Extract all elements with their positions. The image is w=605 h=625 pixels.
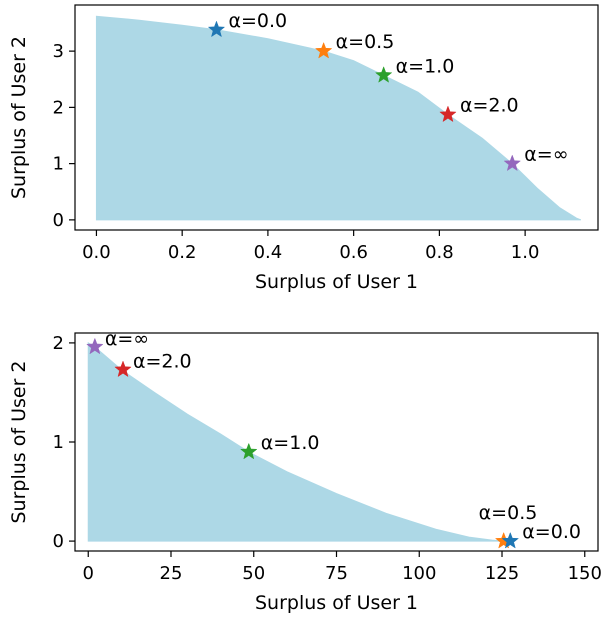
alpha-point-star-marker [114, 360, 132, 378]
y-tick-label: 0 [53, 210, 64, 231]
x-axis-label: Surplus of User 1 [255, 592, 418, 614]
x-tick-label: 0.8 [425, 242, 454, 263]
feasible-region-area [95, 15, 582, 221]
alpha-point-star-marker [503, 154, 522, 172]
y-tick-label: 1 [53, 154, 64, 175]
alpha-point-label: α=∞ [524, 144, 568, 166]
alpha-point-label: α=0.5 [479, 502, 538, 524]
alpha-point-label: α=2.0 [133, 351, 192, 373]
x-axis-label: Surplus of User 1 [255, 271, 418, 293]
y-tick-label: 2 [53, 97, 64, 118]
x-tick-label: 0.2 [168, 242, 197, 263]
alpha-point-label: α=0.0 [522, 521, 581, 543]
x-tick-label: 125 [485, 563, 519, 584]
alpha-point-label: α=2.0 [460, 95, 519, 117]
x-tick-label: 50 [242, 563, 265, 584]
alpha-point-star-marker [86, 337, 104, 355]
alpha-point-label: α=1.0 [396, 55, 455, 77]
feasible-region-area [87, 342, 512, 542]
chart-panel-2: 0 25 50 75 100 125 150 0 1 2 Surplus of User 1 Surp… [8, 328, 602, 614]
chart-panel-1: 0.0 0.2 0.4 0.6 0.8 1.0 0 1 2 3 Surplus of User 1 S… [8, 4, 599, 293]
y-axis-label: Surplus of User 2 [8, 36, 30, 199]
x-tick-label: 150 [568, 563, 602, 584]
x-tick-label: 25 [160, 563, 183, 584]
x-tick-label: 0 [83, 563, 94, 584]
x-tick-label: 0.0 [82, 242, 111, 263]
y-tick-label: 3 [53, 41, 64, 62]
alpha-point-label: α=∞ [105, 328, 149, 350]
alpha-point-label: α=1.0 [261, 432, 320, 454]
alpha-point-star-marker [374, 66, 393, 83]
x-tick-label: 0.6 [339, 242, 368, 263]
alpha-point-star-marker [501, 531, 520, 549]
x-tick-label: 75 [325, 563, 348, 584]
y-tick-label: 0 [53, 531, 64, 552]
alpha-point-label: α=0.0 [228, 10, 287, 32]
alpha-point-star-marker [314, 41, 333, 59]
alpha-point-label: α=0.5 [336, 31, 395, 53]
alpha-point-star-marker [207, 20, 226, 38]
alpha-point-star-marker [240, 442, 258, 460]
alpha-point-star-marker [439, 105, 457, 123]
x-tick-label: 1.0 [511, 242, 540, 263]
y-tick-label: 1 [53, 432, 64, 453]
y-axis-label: Surplus of User 2 [8, 360, 30, 523]
y-tick-label: 2 [53, 333, 64, 354]
x-tick-label: 0.4 [254, 242, 283, 263]
plot-frame [74, 4, 599, 231]
x-tick-label: 100 [402, 563, 436, 584]
